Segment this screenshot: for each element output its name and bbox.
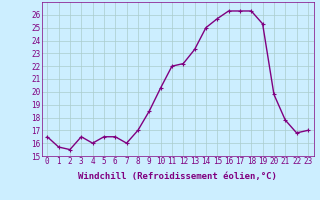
X-axis label: Windchill (Refroidissement éolien,°C): Windchill (Refroidissement éolien,°C) [78, 172, 277, 181]
